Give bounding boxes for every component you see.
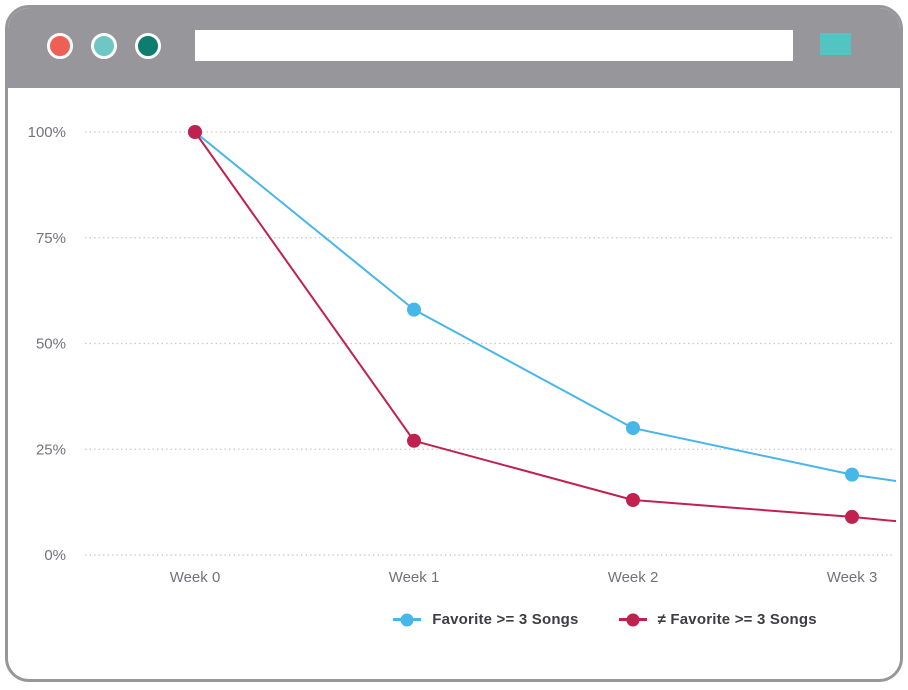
y-axis-tick-label: 100% (28, 124, 66, 141)
page-content: 100% 75% 50% 25% 0% Week 0 Week 1 Week 2 Week 3 … (8, 88, 900, 676)
legend-marker-icon (618, 618, 647, 621)
data-point[interactable] (626, 421, 640, 436)
window-close-button[interactable] (47, 33, 73, 59)
browser-menu-button[interactable] (820, 33, 851, 55)
legend-marker-icon (393, 618, 422, 621)
window-maximize-button[interactable] (135, 33, 161, 59)
y-axis-tick-label: 25% (36, 441, 66, 458)
data-point[interactable] (845, 509, 859, 524)
x-axis-tick-label: Week 3 (827, 569, 878, 586)
x-axis-tick-label: Week 0 (170, 569, 221, 586)
legend-label: ≠ Favorite >= 3 Songs (657, 611, 817, 628)
data-point[interactable] (407, 433, 421, 448)
legend-item-favorite[interactable]: Favorite >= 3 Songs (393, 611, 578, 628)
browser-window: 100% 75% 50% 25% 0% Week 0 Week 1 Week 2 Week 3 … (5, 5, 903, 682)
browser-titlebar (8, 8, 900, 88)
series-line (194, 131, 897, 523)
series-line (194, 131, 897, 482)
data-point[interactable] (407, 302, 421, 317)
chart-legend: Favorite >= 3 Songs ≠ Favorite >= 3 Song… (308, 611, 900, 628)
y-axis-tick-label: 75% (36, 230, 66, 247)
address-bar[interactable] (195, 30, 793, 61)
legend-label: Favorite >= 3 Songs (432, 611, 579, 628)
data-point[interactable] (188, 125, 202, 139)
window-minimize-button[interactable] (91, 33, 117, 59)
x-axis-tick-label: Week 2 (608, 569, 659, 586)
legend-item-not-favorite[interactable]: ≠ Favorite >= 3 Songs (618, 611, 817, 628)
x-axis-tick-label: Week 1 (389, 569, 440, 586)
y-axis-tick-label: 0% (44, 547, 66, 564)
data-point[interactable] (845, 467, 859, 482)
y-axis-tick-label: 50% (36, 336, 66, 353)
retention-line-chart: 100% 75% 50% 25% 0% Week 0 Week 1 Week 2 Week 3 (28, 124, 897, 586)
data-point[interactable] (626, 493, 640, 508)
